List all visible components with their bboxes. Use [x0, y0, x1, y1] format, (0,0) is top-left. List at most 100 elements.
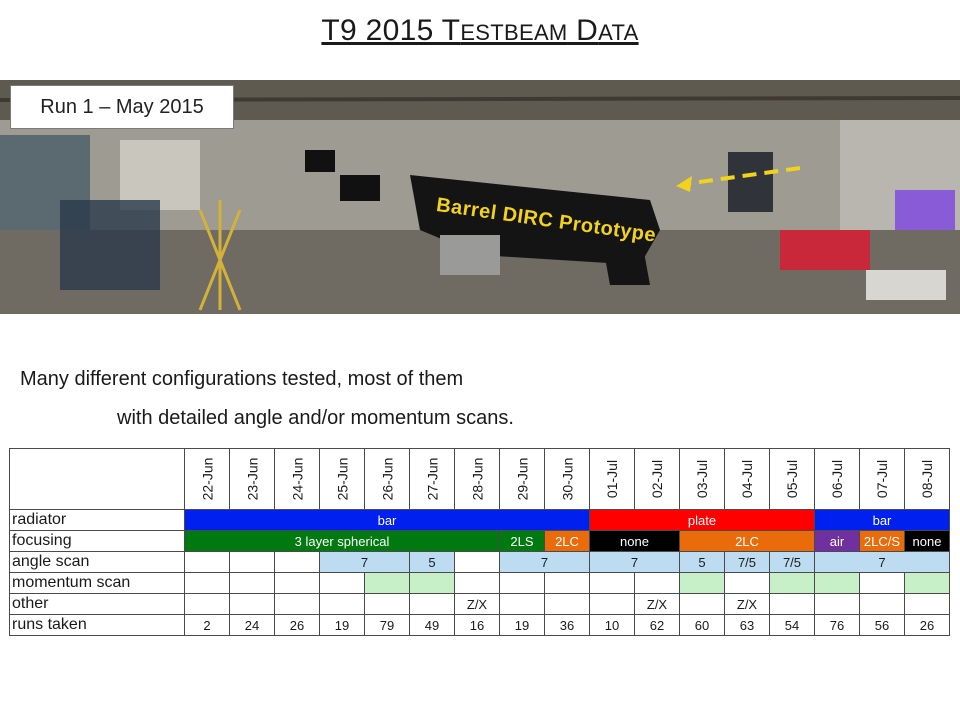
- focusing-cell: 2LS: [499, 530, 545, 552]
- date-header: 26-Jun: [364, 448, 410, 510]
- runs-cell: 54: [769, 614, 815, 636]
- date-header: 27-Jun: [409, 448, 455, 510]
- focusing-cell: none: [589, 530, 680, 552]
- date-header: 04-Jul: [724, 448, 770, 510]
- row-label: radiator: [9, 509, 185, 531]
- runs-cell: 76: [814, 614, 860, 636]
- date-header: 05-Jul: [769, 448, 815, 510]
- angle-scan-row: angle scan 7 5 7 7 5 7/5 7/5 7: [9, 551, 950, 573]
- date-header-row: 22-Jun 23-Jun 24-Jun 25-Jun 26-Jun 27-Ju…: [9, 448, 950, 510]
- angle-scan-cell: 7: [814, 551, 950, 573]
- configuration-table: 22-Jun 23-Jun 24-Jun 25-Jun 26-Jun 27-Ju…: [9, 448, 950, 636]
- table-cell: [544, 572, 590, 594]
- table-cell: [229, 572, 275, 594]
- table-cell: [229, 593, 275, 615]
- date-header: 25-Jun: [319, 448, 365, 510]
- date-header: 29-Jun: [499, 448, 545, 510]
- table-cell: [589, 593, 635, 615]
- runs-cell: 2: [184, 614, 230, 636]
- runs-cell: 16: [454, 614, 500, 636]
- focusing-cell: 3 layer spherical: [184, 530, 500, 552]
- table-cell: [319, 572, 365, 594]
- radiator-cell: bar: [814, 509, 950, 531]
- date-header: 08-Jul: [904, 448, 950, 510]
- date-header: 01-Jul: [589, 448, 635, 510]
- table-cell: [499, 572, 545, 594]
- table-cell: [364, 593, 410, 615]
- focusing-row: focusing 3 layer spherical 2LS 2LC none …: [9, 530, 950, 552]
- momentum-scan-cell: [679, 572, 725, 594]
- table-cell: [454, 551, 500, 573]
- angle-scan-cell: 7: [589, 551, 680, 573]
- row-label: other: [9, 593, 185, 615]
- table-cell: [679, 593, 725, 615]
- runs-cell: 24: [229, 614, 275, 636]
- runs-cell: 26: [274, 614, 320, 636]
- row-label: angle scan: [9, 551, 185, 573]
- runs-cell: 79: [364, 614, 410, 636]
- runs-cell: 19: [319, 614, 365, 636]
- other-cell: Z/X: [634, 593, 680, 615]
- runs-cell: 56: [859, 614, 905, 636]
- focusing-cell: none: [904, 530, 950, 552]
- date-header: 07-Jul: [859, 448, 905, 510]
- focusing-cell: 2LC: [679, 530, 815, 552]
- other-cell: Z/X: [724, 593, 770, 615]
- date-header: 02-Jul: [634, 448, 680, 510]
- description-line2: with detailed angle and/or momentum scan…: [117, 407, 514, 429]
- testbeam-photo: [0, 80, 960, 314]
- angle-scan-cell: 5: [409, 551, 455, 573]
- radiator-cell: plate: [589, 509, 815, 531]
- momentum-scan-cell: [769, 572, 815, 594]
- table-cell: [634, 572, 680, 594]
- angle-scan-cell: 5: [679, 551, 725, 573]
- focusing-cell: 2LC: [544, 530, 590, 552]
- runs-taken-row: runs taken 2 24 26 19 79 49 16 19 36 10 …: [9, 614, 950, 636]
- table-cell: [859, 572, 905, 594]
- other-cell: Z/X: [454, 593, 500, 615]
- table-cell: [319, 593, 365, 615]
- date-header: 24-Jun: [274, 448, 320, 510]
- radiator-row: radiator bar plate bar: [9, 509, 950, 531]
- runs-cell: 63: [724, 614, 770, 636]
- radiator-cell: bar: [184, 509, 590, 531]
- date-header: 23-Jun: [229, 448, 275, 510]
- table-cell: [859, 593, 905, 615]
- table-cell: [274, 551, 320, 573]
- date-header: 22-Jun: [184, 448, 230, 510]
- momentum-scan-cell: [814, 572, 860, 594]
- table-cell: [814, 593, 860, 615]
- table-cell: [274, 593, 320, 615]
- angle-scan-cell: 7/5: [769, 551, 815, 573]
- date-header: 06-Jul: [814, 448, 860, 510]
- table-cell: [589, 572, 635, 594]
- focusing-cell: 2LC/S: [859, 530, 905, 552]
- table-cell: [499, 593, 545, 615]
- momentum-scan-row: momentum scan: [9, 572, 950, 594]
- runs-cell: 62: [634, 614, 680, 636]
- runs-cell: 60: [679, 614, 725, 636]
- momentum-scan-cell: [904, 572, 950, 594]
- row-label: momentum scan: [9, 572, 185, 594]
- row-label: runs taken: [9, 614, 185, 636]
- date-header: 28-Jun: [454, 448, 500, 510]
- page-title: T9 2015 TESTBEAM DATA: [321, 14, 639, 47]
- angle-scan-cell: 7/5: [724, 551, 770, 573]
- momentum-scan-cell: [364, 572, 410, 594]
- table-cell: [409, 593, 455, 615]
- table-cell: [904, 593, 950, 615]
- runs-cell: 19: [499, 614, 545, 636]
- header-corner: [9, 448, 185, 510]
- table-cell: [454, 572, 500, 594]
- runs-cell: 49: [409, 614, 455, 636]
- runs-cell: 26: [904, 614, 950, 636]
- table-cell: [769, 593, 815, 615]
- table-cell: [274, 572, 320, 594]
- table-cell: [184, 593, 230, 615]
- runs-cell: 36: [544, 614, 590, 636]
- table-cell: [724, 572, 770, 594]
- table-cell: [544, 593, 590, 615]
- other-row: other Z/X Z/X Z/X: [9, 593, 950, 615]
- focusing-cell: air: [814, 530, 860, 552]
- date-header: 03-Jul: [679, 448, 725, 510]
